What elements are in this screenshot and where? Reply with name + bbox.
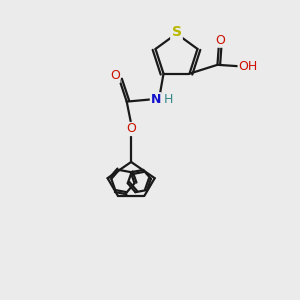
Text: N: N bbox=[150, 93, 161, 106]
Text: O: O bbox=[126, 122, 136, 136]
Text: S: S bbox=[172, 25, 182, 39]
Text: OH: OH bbox=[238, 60, 257, 73]
Text: O: O bbox=[110, 70, 120, 83]
Text: H: H bbox=[164, 93, 173, 106]
Text: O: O bbox=[215, 34, 225, 47]
